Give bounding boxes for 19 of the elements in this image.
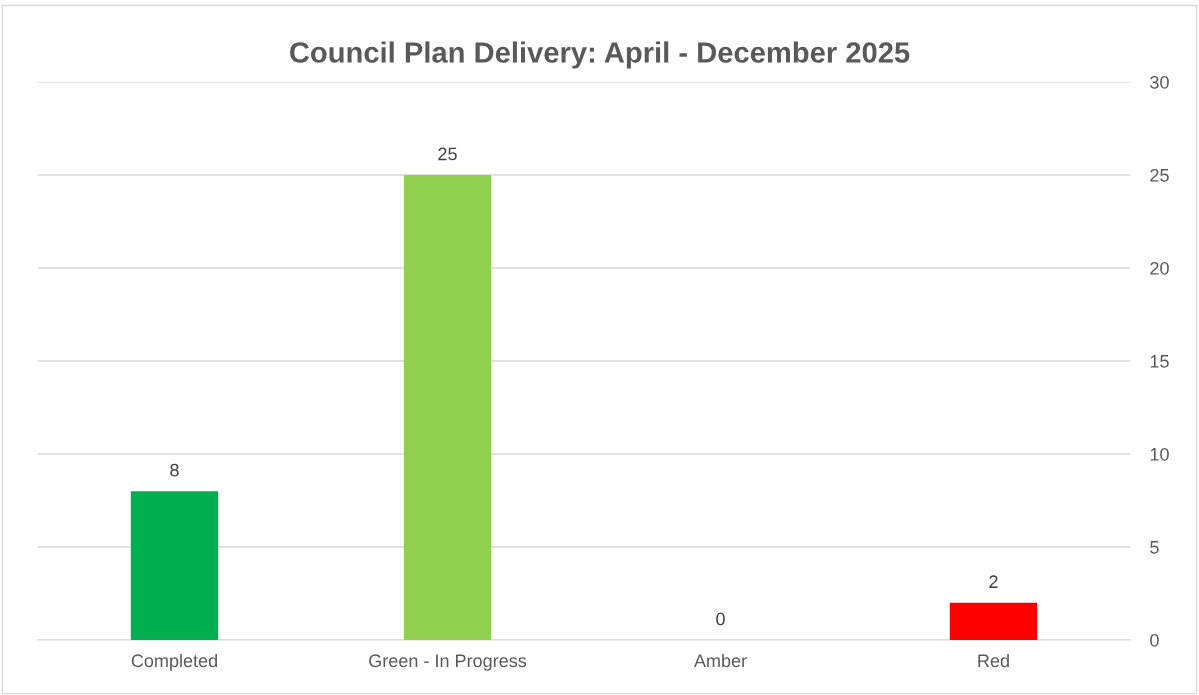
x-tick-label: Green - In Progress: [369, 654, 527, 671]
y-tick-label: 15: [1150, 355, 1169, 368]
x-tick-label: Amber: [693, 653, 747, 668]
y-tick-label: 20: [1150, 261, 1169, 275]
data-label: 2: [989, 575, 998, 588]
data-label: 8: [170, 463, 179, 477]
data-label: 0: [716, 612, 725, 626]
x-tick-label: Red: [978, 653, 1009, 668]
chart-title: Council Plan Delivery: April - December 2025: [290, 41, 910, 69]
y-tick-label: 30: [1150, 75, 1169, 89]
y-tick-label: 5: [1150, 541, 1159, 554]
data-label: 25: [438, 147, 457, 161]
y-tick-label: 10: [1150, 447, 1169, 461]
y-tick-label: 25: [1150, 168, 1169, 182]
y-tick-label: 0: [1150, 633, 1159, 647]
bar: [130, 491, 219, 640]
bar: [949, 602, 1038, 640]
x-tick-label: Completed: [131, 653, 217, 671]
bar: [403, 175, 492, 640]
